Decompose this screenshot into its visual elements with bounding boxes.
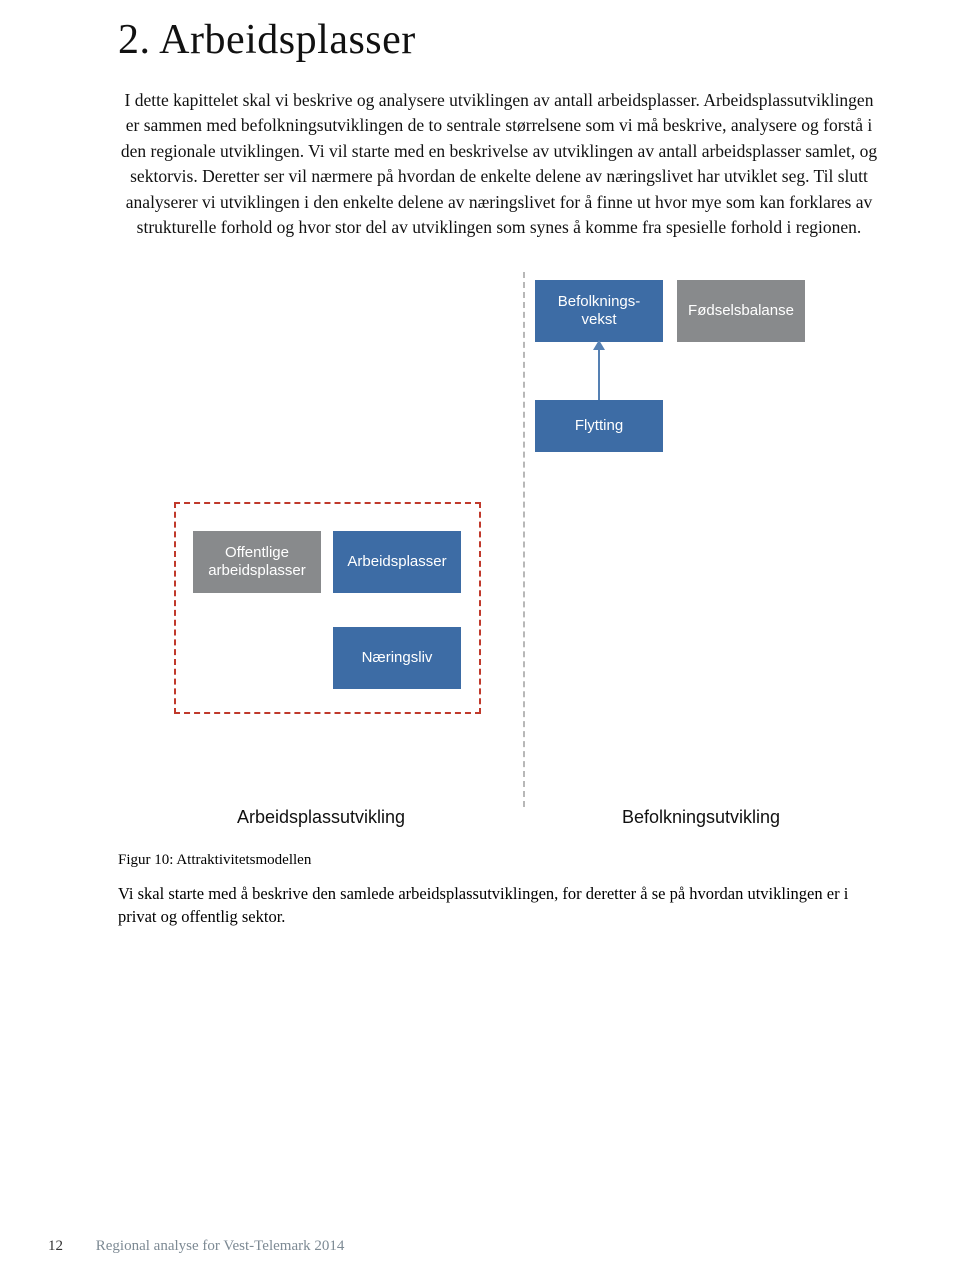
label-arbeidsplassutvikling: Arbeidsplassutvikling [119, 807, 523, 828]
page-title: 2. Arbeidsplasser [118, 16, 880, 64]
page-number: 12 [48, 1238, 92, 1255]
diagram-section-labels: Arbeidsplassutvikling Befolkningsutvikli… [119, 807, 879, 828]
figure-caption: Figur 10: Attraktivitetsmodellen [118, 852, 880, 869]
arrow-flytting-to-befolkningsvekst [598, 342, 600, 400]
node-flytting: Flytting [535, 400, 663, 452]
node-befolkningsvekst: Befolknings-vekst [535, 280, 663, 342]
node-fodselsbalanse: Fødselsbalanse [677, 280, 805, 342]
page-footer: 12 Regional analyse for Vest-Telemark 20… [48, 1238, 344, 1255]
closing-paragraph: Vi skal starte med å beskrive den samled… [118, 883, 878, 928]
node-naeringsliv: Næringsliv [333, 627, 461, 689]
label-befolkningsutvikling: Befolkningsutvikling [523, 807, 879, 828]
attractiveness-model-diagram: Befolknings-vekst Fødselsbalanse Flyttin… [119, 272, 879, 807]
intro-paragraph: I dette kapittelet skal vi beskrive og a… [119, 88, 879, 240]
diagram-divider [523, 272, 525, 807]
node-arbeidsplasser: Arbeidsplasser [333, 531, 461, 593]
arrow-head-icon [593, 340, 605, 350]
footer-text: Regional analyse for Vest-Telemark 2014 [96, 1238, 345, 1254]
node-offentlige-arbeidsplasser: Offentligearbeidsplasser [193, 531, 321, 593]
